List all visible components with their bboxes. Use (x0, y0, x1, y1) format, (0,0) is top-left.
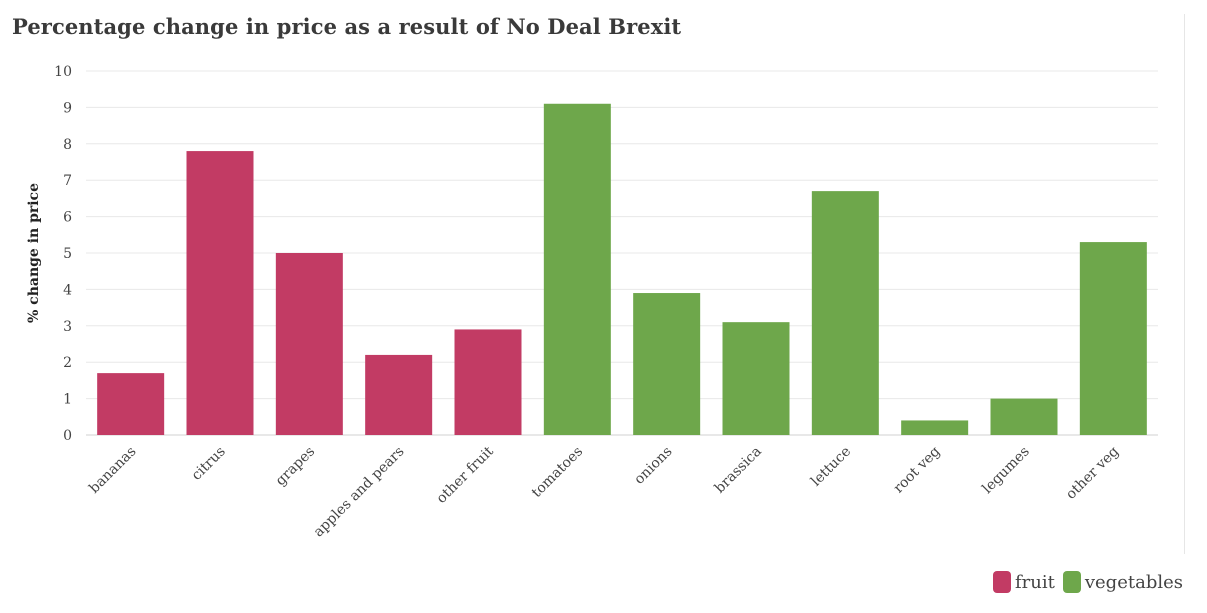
bar-bananas (97, 373, 165, 435)
x-tick-label: other veg (1063, 443, 1122, 502)
legend-label: vegetables (1084, 571, 1183, 593)
bar-legumes (990, 398, 1058, 435)
bar-lettuce (811, 191, 879, 435)
bar-citrus (186, 151, 254, 435)
x-tick-label: grapes (273, 444, 319, 490)
y-axis-ticks: 0 1 2 3 4 5 6 7 8 9 10 (54, 64, 72, 444)
x-tick-label: citrus (189, 444, 229, 484)
y-tick-label: 1 (63, 392, 72, 408)
bar-brassica (722, 322, 790, 435)
x-tick-label: bananas (86, 444, 139, 497)
bar-onions (633, 293, 701, 435)
y-tick-label: 9 (63, 100, 72, 116)
bars (97, 103, 1147, 435)
legend-swatch (993, 571, 1011, 593)
grid-lines (86, 70, 1158, 436)
x-tick-label: apples and pears (311, 444, 408, 541)
bar-other-veg (1079, 242, 1147, 435)
bar-other-fruit (454, 329, 522, 435)
x-tick-label: root veg (891, 443, 944, 496)
legend: fruit vegetables (985, 571, 1183, 593)
y-tick-label: 4 (63, 282, 72, 298)
y-tick-label: 0 (63, 428, 72, 444)
bar-apples-and-pears (365, 354, 433, 435)
legend-item-vegetables: vegetables (1062, 571, 1183, 593)
bar-tomatoes (543, 103, 611, 435)
y-tick-label: 7 (63, 173, 72, 189)
x-tick-label: other fruit (434, 443, 498, 507)
y-tick-label: 6 (63, 210, 72, 226)
divider (1184, 14, 1185, 554)
legend-swatch (1062, 571, 1081, 593)
bar-grapes (275, 253, 343, 435)
y-tick-label: 10 (54, 64, 72, 80)
x-tick-label: tomatoes (529, 444, 586, 501)
y-tick-label: 2 (63, 355, 72, 371)
bar-root-veg (901, 420, 969, 435)
x-tick-label: onions (631, 444, 675, 488)
y-axis-label: % change in price (26, 183, 42, 323)
chart-title: Percentage change in price as a result o… (12, 14, 682, 39)
legend-item-fruit: fruit (993, 571, 1055, 593)
x-tick-label: legumes (979, 444, 1032, 497)
y-tick-label: 3 (63, 319, 72, 335)
y-tick-label: 8 (63, 137, 72, 153)
y-tick-label: 5 (63, 246, 72, 262)
x-tick-label: lettuce (808, 444, 854, 490)
legend-label: fruit (1015, 571, 1055, 593)
x-tick-label: brassica (712, 444, 765, 497)
